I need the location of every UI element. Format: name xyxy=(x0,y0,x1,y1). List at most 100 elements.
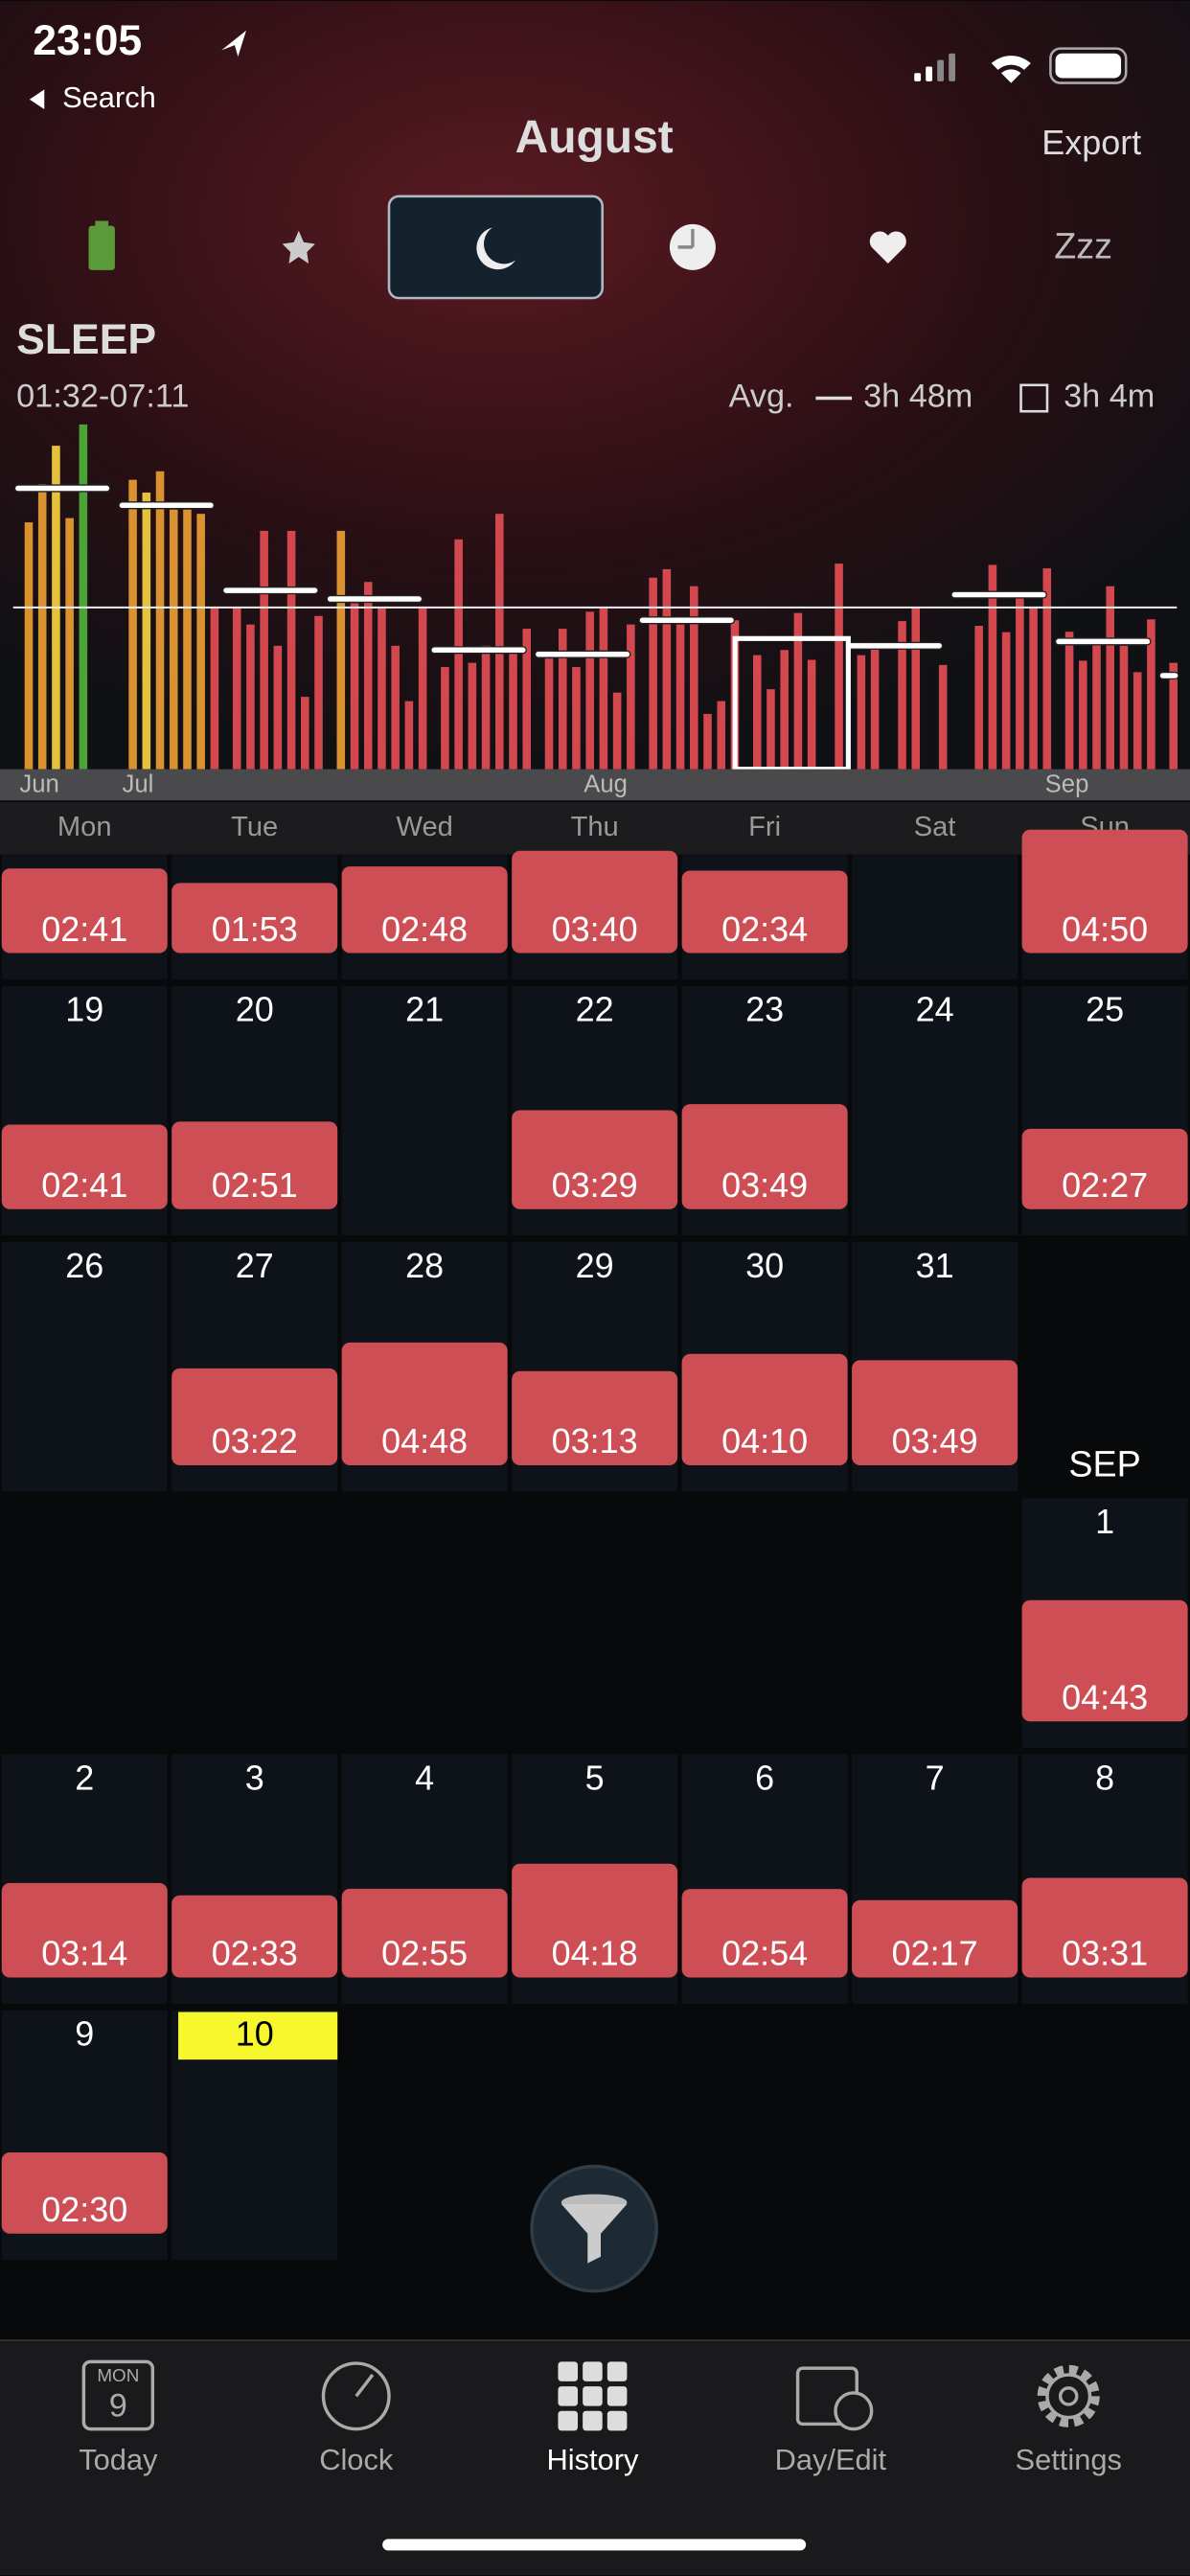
week-average xyxy=(430,646,527,655)
day-number: 27 xyxy=(236,1246,274,1285)
week-average xyxy=(326,594,423,604)
sleep-bar xyxy=(767,689,775,770)
sleep-bar xyxy=(391,645,400,770)
sleep-bar xyxy=(1147,619,1156,770)
tab-history[interactable]: History xyxy=(546,2361,639,2476)
sleep-bar xyxy=(246,624,255,770)
week-average xyxy=(221,586,319,595)
month-labels: Jun Jul Aug Sep xyxy=(19,771,1088,798)
month-axis xyxy=(0,769,1190,801)
metric-tab-heart[interactable] xyxy=(869,231,906,264)
tab-clock[interactable]: Clock xyxy=(319,2361,394,2476)
battery-tab-cap xyxy=(95,220,109,228)
sleep-bar xyxy=(418,607,427,770)
sleep-duration: 03:22 xyxy=(212,1421,298,1460)
sleep-bar xyxy=(350,603,359,770)
sleep-block xyxy=(852,1899,1018,1978)
sleep-block xyxy=(512,850,678,954)
sleep-bar xyxy=(301,697,309,770)
sleep-bar xyxy=(155,471,165,770)
sleep-bar xyxy=(911,606,921,770)
metric-tab-battery[interactable] xyxy=(88,220,115,270)
sleep-bar xyxy=(65,518,74,770)
clock-icon-hand xyxy=(355,2374,375,2398)
sleep-bar xyxy=(1119,645,1129,770)
sleep-block xyxy=(172,1895,338,1978)
weekday-label: Thu xyxy=(571,812,619,842)
sleep-bar xyxy=(378,607,386,770)
tab-label: Day/Edit xyxy=(775,2443,887,2476)
sleep-bar xyxy=(522,629,532,770)
sleep-block xyxy=(341,1888,508,1978)
metric-tab-zzz[interactable]: Zzz xyxy=(1054,226,1112,266)
day-number: 23 xyxy=(745,990,784,1029)
sleep-bar xyxy=(495,514,504,770)
day-number: 26 xyxy=(65,1246,103,1285)
sleep-bar xyxy=(717,701,726,770)
status-time: 23:05 xyxy=(33,17,142,64)
day-number: 30 xyxy=(745,1246,784,1285)
week-average xyxy=(534,650,631,658)
sleep-block xyxy=(1021,829,1188,954)
sleep-bar xyxy=(273,645,283,770)
metric-tab-star[interactable] xyxy=(282,230,315,264)
tab-day-edit[interactable]: Day/Edit xyxy=(775,2366,887,2476)
day-number: 6 xyxy=(755,1758,774,1797)
clock-icon xyxy=(321,2361,391,2431)
filter-button[interactable] xyxy=(530,2164,658,2293)
export-button[interactable]: Export xyxy=(1041,123,1141,162)
sleep-block xyxy=(852,1360,1018,1466)
day-number: 10 xyxy=(236,2014,274,2054)
sleep-block xyxy=(512,1863,678,1978)
metric-tab-clock[interactable] xyxy=(669,223,716,270)
sleep-bar xyxy=(404,701,414,770)
sleep-bar xyxy=(988,564,997,770)
sleep-bar xyxy=(196,514,205,770)
sleep-duration: 04:48 xyxy=(381,1421,468,1460)
sleep-bar xyxy=(974,625,983,770)
sleep-bar xyxy=(232,607,241,770)
sleep-bar xyxy=(314,615,323,770)
gear-body xyxy=(1045,2373,1092,2420)
sleep-bar xyxy=(649,577,657,770)
sleep-bar xyxy=(612,692,622,770)
week-average xyxy=(118,501,216,510)
sleep-block xyxy=(172,1368,338,1466)
back-link[interactable]: Search xyxy=(29,80,156,114)
week-avg-legend xyxy=(1019,383,1049,413)
week-average xyxy=(13,484,111,493)
month-label: Aug xyxy=(584,771,628,798)
sleep-duration: 02:30 xyxy=(41,2190,127,2229)
sleep-bar xyxy=(37,484,47,770)
sleep-block xyxy=(681,870,848,954)
sleep-bar xyxy=(210,607,219,770)
weekday-label: Wed xyxy=(397,812,453,842)
day-number: 7 xyxy=(926,1758,945,1797)
sleep-duration: 03:49 xyxy=(892,1421,978,1460)
sleep-duration: 02:54 xyxy=(721,1934,808,1973)
today-highlight xyxy=(178,2012,338,2060)
clock-hands xyxy=(677,229,695,249)
sleep-bar xyxy=(662,568,672,770)
sleep-bar xyxy=(675,624,685,770)
day-number: 9 xyxy=(75,2014,94,2054)
sleep-duration: 02:27 xyxy=(1062,1165,1148,1205)
sleep-bar xyxy=(336,530,346,770)
sleep-duration: 02:33 xyxy=(212,1934,298,1973)
avg-label: Avg. xyxy=(729,379,794,415)
gear-hub xyxy=(1058,2386,1079,2406)
sleep-block xyxy=(1,1124,168,1209)
sleep-bar xyxy=(1106,586,1115,770)
tab-today[interactable]: MON 9 Today xyxy=(79,2359,158,2476)
sleep-duration: 04:18 xyxy=(552,1934,638,1973)
tab-settings[interactable]: Settings xyxy=(1016,2364,1122,2476)
sleep-bar xyxy=(703,713,712,770)
sleep-bar xyxy=(24,522,34,770)
sleep-block xyxy=(341,866,508,954)
weekday-label: Mon xyxy=(57,812,112,842)
day-number: 31 xyxy=(916,1246,954,1285)
sleep-bar xyxy=(585,611,594,770)
weekday-label: Tue xyxy=(231,812,278,842)
metric-tab-selected[interactable] xyxy=(387,195,604,300)
